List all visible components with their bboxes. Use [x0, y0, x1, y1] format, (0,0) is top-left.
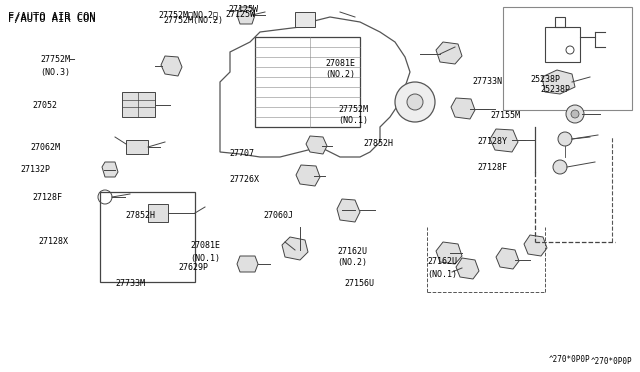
Bar	[295, 12, 315, 27]
Polygon shape	[337, 199, 360, 222]
Text: (NO.1): (NO.1)	[427, 269, 457, 279]
Text: 27852H: 27852H	[363, 138, 393, 148]
Text: 27128F: 27128F	[477, 164, 507, 173]
Circle shape	[566, 105, 584, 123]
Text: 27125W: 27125W	[225, 10, 255, 19]
Circle shape	[395, 82, 435, 122]
Polygon shape	[161, 56, 182, 76]
Bar	[545, 27, 580, 62]
Text: 27629P: 27629P	[178, 263, 208, 272]
Polygon shape	[542, 70, 575, 94]
Text: (NO.1): (NO.1)	[338, 116, 368, 125]
Text: 27162U: 27162U	[427, 257, 457, 266]
Polygon shape	[237, 7, 255, 24]
Text: (NO.1): (NO.1)	[190, 253, 220, 263]
Bar	[503, 7, 632, 110]
Polygon shape	[306, 136, 327, 154]
Text: 27707: 27707	[229, 148, 254, 157]
Polygon shape	[451, 98, 475, 119]
Text: 27081E: 27081E	[325, 60, 355, 68]
Polygon shape	[436, 242, 462, 264]
Text: 27752M: 27752M	[338, 106, 368, 115]
Polygon shape	[282, 237, 308, 260]
Text: (NO.2): (NO.2)	[337, 257, 367, 266]
Text: 27052: 27052	[32, 102, 57, 110]
Text: 27125W: 27125W	[228, 6, 258, 15]
Text: 27733N: 27733N	[472, 77, 502, 87]
Text: 27733M: 27733M	[115, 279, 145, 289]
Polygon shape	[490, 129, 518, 152]
Polygon shape	[237, 256, 258, 272]
Text: 27726X: 27726X	[229, 176, 259, 185]
Polygon shape	[102, 162, 118, 177]
Circle shape	[407, 94, 423, 110]
Circle shape	[558, 132, 572, 146]
Text: 25238P: 25238P	[530, 76, 560, 84]
Text: 27132P: 27132P	[20, 166, 50, 174]
Text: 27060J: 27060J	[263, 211, 293, 219]
Bar	[100, 192, 195, 282]
Text: 27752M〈NO.2〉: 27752M〈NO.2〉	[159, 10, 219, 19]
Text: ^270*0P0P: ^270*0P0P	[590, 357, 632, 366]
Polygon shape	[524, 235, 547, 256]
Bar	[126, 140, 148, 154]
Polygon shape	[496, 248, 519, 269]
Text: 27752M(NO.2): 27752M(NO.2)	[163, 16, 223, 26]
Text: 27062M: 27062M	[30, 144, 60, 153]
Text: 27081E: 27081E	[190, 241, 220, 250]
Text: F/AUTO AIR CON: F/AUTO AIR CON	[8, 14, 95, 24]
Circle shape	[553, 160, 567, 174]
Text: 27155M: 27155M	[490, 112, 520, 121]
Polygon shape	[456, 258, 479, 279]
Text: 27852H: 27852H	[125, 211, 155, 219]
Text: 27128Y: 27128Y	[477, 138, 507, 147]
Polygon shape	[436, 42, 462, 64]
Text: 27162U: 27162U	[337, 247, 367, 256]
Circle shape	[571, 110, 579, 118]
Bar	[148, 204, 168, 222]
Text: 27156U: 27156U	[344, 279, 374, 288]
Text: 27128F: 27128F	[32, 193, 62, 202]
Bar	[122, 92, 155, 117]
Text: ^270*0P0P: ^270*0P0P	[548, 355, 590, 364]
Text: 25238P: 25238P	[540, 86, 570, 94]
Text: F/AUTO AIR CON: F/AUTO AIR CON	[8, 12, 95, 22]
Text: (NO.3): (NO.3)	[40, 68, 70, 77]
Text: (NO.2): (NO.2)	[325, 71, 355, 80]
Bar	[255, 37, 360, 127]
Text: 27128X: 27128X	[38, 237, 68, 247]
Polygon shape	[296, 165, 320, 186]
Text: 27752M—: 27752M—	[40, 55, 75, 64]
